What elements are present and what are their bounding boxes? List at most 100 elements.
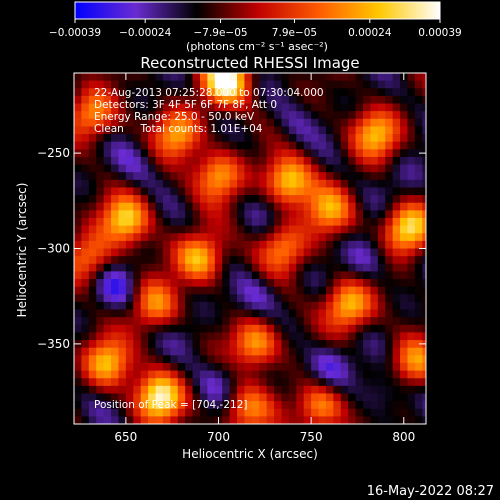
heatmap-cell	[199, 370, 208, 379]
heatmap-cell	[170, 225, 179, 234]
heatmap-cell	[296, 279, 305, 288]
heatmap-cell	[296, 111, 305, 120]
heatmap-cell	[192, 179, 201, 189]
heatmap-cell	[207, 149, 216, 158]
heatmap-cell	[229, 271, 238, 280]
heatmap-cell	[311, 370, 320, 379]
heatmap-cell	[355, 393, 364, 402]
heatmap-cell	[155, 164, 164, 173]
heatmap-cell	[422, 332, 426, 341]
heatmap-cell	[74, 362, 83, 372]
heatmap-cell	[185, 156, 194, 166]
heatmap-cell	[400, 156, 409, 166]
heatmap-cell	[288, 149, 297, 158]
heatmap-cell	[303, 88, 312, 97]
heatmap-cell	[340, 141, 349, 150]
heatmap-cell	[340, 156, 349, 166]
heatmap-cell	[340, 332, 349, 341]
heatmap-cell	[385, 156, 394, 166]
heatmap-cell	[237, 233, 246, 242]
heatmap-cell	[422, 88, 426, 97]
heatmap-cell	[348, 324, 357, 334]
heatmap-cell	[318, 416, 327, 424]
heatmap-cell	[155, 332, 164, 341]
heatmap-cell	[311, 210, 320, 219]
heatmap-cell	[229, 111, 238, 120]
heatmap-cell	[214, 301, 223, 311]
heatmap-cell	[148, 217, 157, 227]
heatmap-cell	[311, 256, 320, 265]
heatmap-cell	[170, 134, 179, 143]
heatmap-cell	[266, 118, 275, 128]
heatmap-cell	[111, 309, 120, 318]
heatmap-cell	[170, 370, 179, 379]
heatmap-cell	[103, 111, 112, 120]
heatmap-cell	[259, 340, 268, 349]
heatmap-cell	[318, 156, 327, 166]
heatmap-cell	[214, 401, 223, 410]
heatmap-cell	[385, 393, 394, 402]
heatmap-cell	[88, 294, 97, 303]
heatmap-cell	[407, 332, 416, 341]
heatmap-cell	[244, 362, 253, 372]
heatmap-cell	[96, 195, 105, 204]
heatmap-cell	[370, 179, 379, 189]
heatmap-cell	[296, 256, 305, 265]
heatmap-cell	[348, 256, 357, 265]
heatmap-cell	[185, 126, 194, 135]
heatmap-cell	[103, 294, 112, 303]
heatmap-cell	[422, 401, 426, 410]
heatmap-cell	[281, 233, 290, 242]
heatmap-cell	[88, 202, 97, 211]
heatmap-cell	[199, 179, 208, 189]
heatmap-cell	[222, 286, 231, 295]
heatmap-cell	[318, 393, 327, 402]
heatmap-cell	[222, 187, 231, 196]
heatmap-cell	[148, 248, 157, 257]
heatmap-cell	[400, 210, 409, 219]
heatmap-cell	[318, 347, 327, 356]
heatmap-cell	[377, 217, 386, 227]
heatmap-cell	[88, 88, 97, 97]
heatmap-cell	[296, 370, 305, 379]
heatmap-cell	[162, 271, 171, 280]
heatmap-cell	[377, 256, 386, 265]
heatmap-cell	[103, 355, 112, 364]
heatmap-cell	[237, 317, 246, 326]
heatmap-cell	[333, 233, 342, 242]
heatmap-cell	[111, 210, 120, 219]
heatmap-cell	[407, 309, 416, 318]
heatmap-cell	[296, 340, 305, 349]
heatmap-cell	[214, 340, 223, 349]
heatmap-cell	[133, 141, 142, 150]
heatmap-cell	[177, 156, 186, 166]
heatmap-cell	[237, 187, 246, 196]
heatmap-cell	[355, 340, 364, 349]
heatmap-cell	[88, 179, 97, 189]
heatmap-cell	[274, 401, 283, 410]
heatmap-cell	[177, 233, 186, 242]
heatmap-cell	[229, 286, 238, 295]
heatmap-cell	[111, 141, 120, 150]
heatmap-cell	[244, 401, 253, 410]
heatmap-cell	[96, 271, 105, 280]
heatmap-cell	[170, 271, 179, 280]
heatmap-cell	[340, 118, 349, 128]
heatmap-cell	[170, 385, 179, 395]
heatmap-cell	[222, 164, 231, 173]
heatmap-cell	[222, 95, 231, 105]
heatmap-cell	[140, 294, 149, 303]
heatmap-cell	[259, 225, 268, 234]
heatmap-cell	[177, 263, 186, 272]
heatmap-cell	[140, 202, 149, 211]
heatmap-cell	[229, 103, 238, 112]
heatmap-cell	[214, 271, 223, 280]
heatmap-cell	[96, 126, 105, 135]
heatmap-cell	[318, 324, 327, 334]
heatmap-cell	[414, 111, 423, 120]
heatmap-cell	[170, 141, 179, 150]
heatmap-cell	[185, 73, 194, 82]
heatmap-cell	[214, 317, 223, 326]
heatmap-cell	[303, 149, 312, 158]
heatmap-cell	[244, 80, 253, 89]
